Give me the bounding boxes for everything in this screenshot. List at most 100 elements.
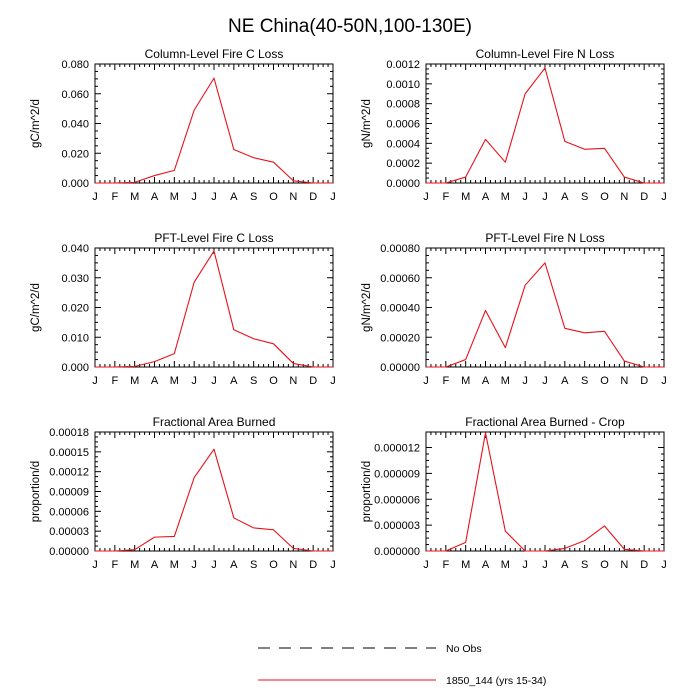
x-tick-label: A (151, 559, 159, 571)
x-tick-label: S (581, 191, 588, 203)
x-tick-label: F (442, 375, 449, 387)
x-tick-label: O (600, 375, 609, 387)
x-tick-label: J (211, 191, 217, 203)
x-tick-label: J (522, 559, 528, 571)
y-axis-label: proportion/d (30, 461, 42, 522)
x-tick-label: S (581, 559, 588, 571)
y-tick-label: 0.00015 (49, 447, 89, 459)
panel-title: Column-Level Fire N Loss (476, 47, 615, 61)
x-tick-label: M (461, 375, 470, 387)
x-tick-label: M (170, 191, 179, 203)
y-tick-label: 0.060 (61, 89, 89, 101)
y-tick-label: 0.000009 (374, 468, 420, 480)
series-line (95, 448, 333, 552)
y-tick-label: 0.00012 (49, 467, 89, 479)
x-tick-label: J (92, 191, 98, 203)
panel-title: Fractional Area Burned - Crop (465, 415, 625, 429)
x-tick-label: S (581, 375, 588, 387)
x-tick-label: M (130, 191, 139, 203)
x-tick-label: M (170, 375, 179, 387)
x-tick-label: J (423, 559, 429, 571)
y-tick-label: 0.040 (61, 119, 89, 131)
y-axis-label: gC/m^2/d (30, 99, 42, 148)
y-axis-label: gN/m^2/d (361, 283, 373, 332)
y-tick-label: 0.020 (61, 303, 89, 315)
y-tick-label: 0.0000 (386, 178, 420, 190)
x-tick-label: M (461, 191, 470, 203)
series-line (95, 250, 333, 368)
x-tick-label: O (600, 559, 609, 571)
x-tick-label: A (230, 191, 238, 203)
panel-title: PFT-Level Fire C Loss (154, 231, 273, 245)
x-tick-label: J (661, 559, 667, 571)
series-line (426, 262, 664, 368)
series-line (426, 67, 664, 184)
x-tick-label: J (542, 191, 548, 203)
x-tick-label: F (111, 559, 118, 571)
y-tick-label: 0.00040 (380, 303, 420, 315)
x-tick-label: A (561, 191, 569, 203)
x-tick-label: N (289, 375, 297, 387)
x-tick-label: M (501, 375, 510, 387)
x-tick-label: J (542, 559, 548, 571)
y-tick-label: 0.00080 (380, 243, 420, 255)
x-tick-label: A (151, 191, 159, 203)
y-tick-label: 0.00003 (49, 526, 89, 538)
x-tick-label: D (640, 191, 648, 203)
y-tick-label: 0.00009 (49, 487, 89, 499)
x-tick-label: S (250, 375, 257, 387)
x-tick-label: J (191, 191, 197, 203)
x-tick-label: F (442, 191, 449, 203)
x-tick-label: J (423, 375, 429, 387)
panel-title: Fractional Area Burned (153, 415, 276, 429)
y-tick-label: 0.0004 (386, 138, 420, 150)
x-tick-label: F (442, 559, 449, 571)
x-tick-label: N (289, 559, 297, 571)
y-tick-label: 0.0010 (386, 79, 420, 91)
x-tick-label: M (501, 191, 510, 203)
y-tick-label: 0.010 (61, 332, 89, 344)
y-tick-label: 0.00060 (380, 273, 420, 285)
figure-title: NE China(40-50N,100-130E) (228, 16, 472, 37)
y-tick-label: 0.030 (61, 273, 89, 285)
x-tick-label: J (542, 375, 548, 387)
x-tick-label: J (661, 191, 667, 203)
x-tick-label: D (640, 375, 648, 387)
series-line (426, 432, 664, 552)
x-tick-label: J (423, 191, 429, 203)
x-tick-label: N (620, 191, 628, 203)
panel-title: Column-Level Fire C Loss (145, 47, 284, 61)
x-tick-label: O (269, 375, 278, 387)
x-tick-label: A (230, 375, 238, 387)
x-tick-label: M (501, 559, 510, 571)
x-tick-label: D (640, 559, 648, 571)
x-tick-label: J (330, 191, 336, 203)
x-tick-label: J (92, 559, 98, 571)
y-axis-label: gC/m^2/d (30, 283, 42, 332)
plot-frame (425, 431, 665, 552)
x-tick-label: A (151, 375, 159, 387)
x-tick-label: F (111, 191, 118, 203)
x-tick-label: A (230, 559, 238, 571)
x-tick-label: M (170, 559, 179, 571)
y-tick-label: 0.000006 (374, 494, 420, 506)
y-tick-label: 0.0006 (386, 119, 420, 131)
plot-frame (94, 63, 334, 184)
y-tick-label: 0.000000 (374, 546, 420, 558)
x-tick-label: A (561, 375, 569, 387)
y-tick-label: 0.0012 (386, 59, 420, 71)
y-tick-label: 0.00000 (380, 362, 420, 374)
y-tick-label: 0.00000 (49, 546, 89, 558)
x-tick-label: M (461, 559, 470, 571)
y-tick-label: 0.00020 (380, 332, 420, 344)
y-tick-label: 0.040 (61, 243, 89, 255)
y-tick-label: 0.080 (61, 59, 89, 71)
x-tick-label: S (250, 559, 257, 571)
y-tick-label: 0.0002 (386, 158, 420, 170)
